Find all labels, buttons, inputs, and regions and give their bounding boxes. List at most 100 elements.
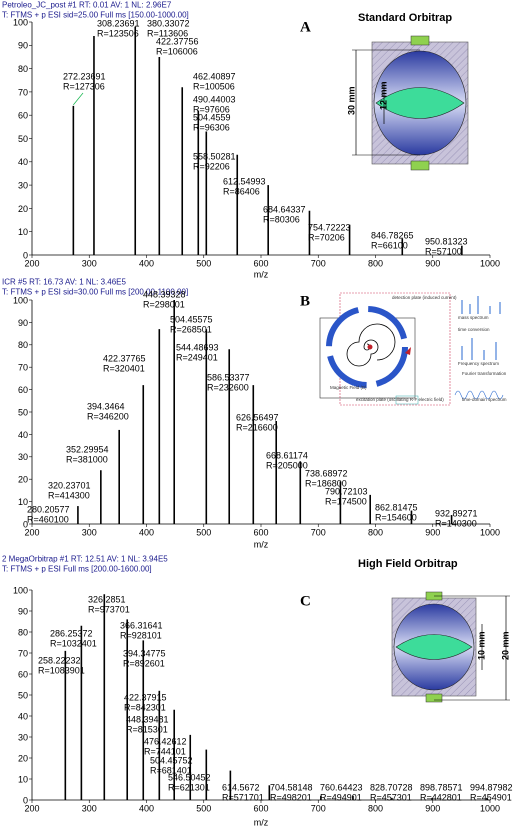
peak-mz-label: 684.64337: [263, 204, 306, 214]
y-tick-label: 0: [23, 519, 28, 529]
peak-mz-label: 668.61174: [266, 450, 308, 460]
x-tick-label: 1000: [480, 258, 500, 268]
peak-mz-label: 950.81323: [425, 236, 468, 246]
peak-resolution-label: R=571701: [222, 792, 264, 802]
peak-mz-label: 504.45752: [150, 755, 193, 765]
x-tick-label: 1000: [480, 803, 500, 813]
x-tick-label: 400: [139, 527, 154, 537]
spectrum-header: 2 MegaOrbitrap #1 RT: 12.51 AV: 1 NL: 3.…: [2, 555, 168, 564]
peak-mz-label: 394.34775: [123, 648, 166, 658]
peak-resolution-label: R=113606: [147, 28, 188, 38]
x-tick-label: 700: [311, 803, 326, 813]
x-tick-label: 200: [24, 803, 39, 813]
peak-resolution-label: R=815301: [126, 724, 168, 734]
y-tick-label: 60: [18, 385, 28, 395]
peak-resolution-label: R=454901: [470, 792, 512, 802]
y-tick-label: 0: [23, 250, 28, 260]
y-tick-label: 70: [18, 648, 28, 658]
y-tick-label: 30: [18, 452, 28, 462]
x-tick-label: 300: [82, 527, 97, 537]
inset-label: 12 mm: [378, 81, 388, 110]
inset-label: mass spectrum: [458, 315, 489, 320]
x-tick-label: 500: [196, 258, 211, 268]
peak-mz-label: 932.89271: [435, 508, 478, 518]
peak-resolution-label: R=1032401: [50, 638, 97, 648]
peak-mz-label: 790.72103: [325, 486, 368, 496]
peak-resolution-label: R=892601: [123, 658, 165, 668]
peak-mz-label: 862.81475: [375, 502, 418, 512]
peak-mz-label: 422.37756: [156, 36, 199, 46]
inset-label: 20 mm: [500, 631, 510, 660]
peak-mz-label: 828.70728: [370, 782, 413, 792]
peak-mz-label: 504.45575: [170, 314, 213, 324]
x-tick-label: 600: [253, 803, 268, 813]
orbitrap-diagram: [352, 35, 469, 171]
inset-title: High Field Orbitrap: [358, 558, 458, 570]
y-tick-label: 20: [18, 204, 28, 214]
peak-resolution-label: R=442801: [420, 792, 462, 802]
peak-resolution-label: R=1083901: [38, 665, 85, 675]
y-tick-label: 90: [18, 41, 28, 51]
peak-resolution-label: R=127306: [63, 81, 105, 91]
inset-title: Standard Orbitrap: [358, 12, 452, 24]
peak-resolution-label: R=123506: [97, 28, 139, 38]
x-tick-label: 700: [311, 527, 326, 537]
x-tick-label: 1000: [480, 527, 500, 537]
x-tick-label: 800: [368, 803, 383, 813]
y-tick-label: 50: [18, 134, 28, 144]
peak-resolution-label: R=681401: [150, 765, 192, 775]
peak-mz-label: 422.37915: [124, 692, 167, 702]
y-tick-label: 100: [13, 585, 28, 595]
y-tick-label: 80: [18, 340, 28, 350]
peak-resolution-label: R=97606: [193, 104, 230, 114]
peak-mz-label: 280.20577: [27, 504, 70, 514]
peak-mz-label: 846.78265: [371, 230, 414, 240]
peak-resolution-label: R=205000: [266, 460, 308, 470]
peak-mz-label: 586.53377: [207, 372, 250, 382]
peak-mz-label: 286.25372: [50, 628, 93, 638]
peak-resolution-label: R=86406: [223, 186, 260, 196]
inset-label: excitation plate (oscillating R-F electr…: [356, 397, 444, 402]
peak-mz-label: 366.31641: [120, 620, 163, 630]
peak-mz-label: 704.58148: [270, 782, 313, 792]
peak-resolution-label: R=268501: [170, 324, 212, 334]
label-leader: [73, 92, 84, 106]
x-tick-label: 500: [196, 803, 211, 813]
peak-resolution-label: R=216600: [236, 422, 278, 432]
y-tick-label: 90: [18, 318, 28, 328]
x-tick-label: 200: [24, 527, 39, 537]
peak-mz-label: 898.78571: [420, 782, 463, 792]
peak-resolution-label: R=298001: [143, 299, 185, 309]
y-tick-label: 80: [18, 64, 28, 74]
y-tick-label: 0: [23, 795, 28, 805]
peak-resolution-label: R=621301: [168, 782, 210, 792]
peak-resolution-label: R=106006: [156, 46, 198, 56]
y-tick-label: 40: [18, 711, 28, 721]
peak-resolution-label: R=414300: [48, 490, 90, 500]
panel-letter: A: [300, 20, 311, 36]
peak-mz-label: 544.48693: [176, 342, 219, 352]
peak-mz-label: 994.87982: [470, 782, 513, 792]
x-tick-label: 900: [425, 258, 440, 268]
x-tick-label: 900: [425, 803, 440, 813]
y-tick-label: 100: [13, 17, 28, 27]
peak-mz-label: 738.68972: [305, 468, 348, 478]
peak-resolution-label: R=346200: [87, 411, 129, 421]
peak-resolution-label: R=320401: [103, 363, 145, 373]
x-axis-label: m/z: [254, 539, 269, 549]
peak-resolution-label: R=494901: [320, 792, 362, 802]
peak-resolution-label: R=70206: [308, 232, 345, 242]
x-tick-label: 300: [82, 803, 97, 813]
peak-resolution-label: R=174500: [325, 496, 367, 506]
x-tick-label: 600: [253, 527, 268, 537]
peak-mz-label: 612.54993: [223, 176, 266, 186]
peak-mz-label: 308.23691: [97, 18, 140, 28]
spectrum-header: T: FTMS + p ESI sid=30.00 Full ms [200.0…: [2, 288, 188, 297]
x-tick-label: 300: [82, 258, 97, 268]
x-tick-label: 900: [425, 527, 440, 537]
peak-mz-label: 272.23691: [63, 71, 106, 81]
peak-resolution-label: R=186800: [305, 478, 347, 488]
peak-resolution-label: R=381000: [66, 454, 108, 464]
peak-resolution-label: R=57100: [425, 246, 462, 256]
peak-mz-label: 326.2851: [88, 594, 126, 604]
